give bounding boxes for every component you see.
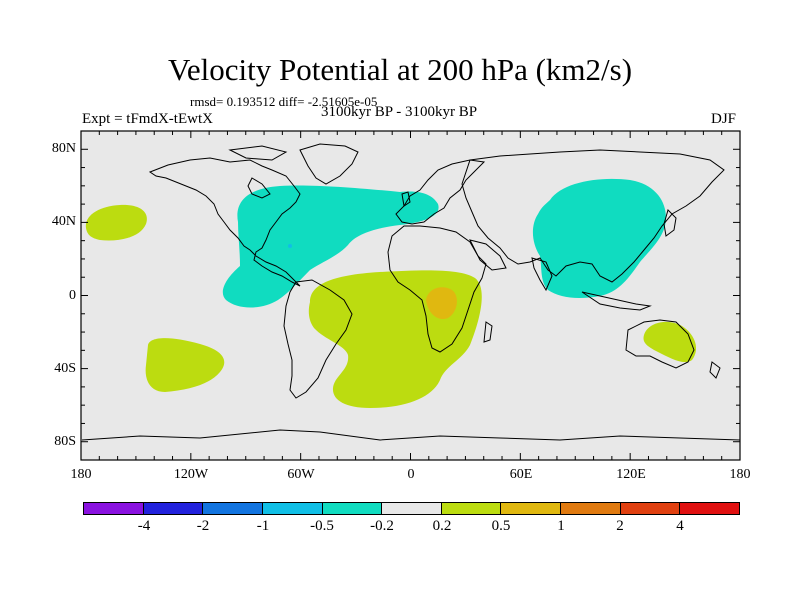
region-asia-negative [532,178,666,298]
colorbar-label-2: -1 [256,518,270,534]
colorbar-box-8 [560,502,621,515]
x-label-180-left: 180 [70,467,92,482]
region-small-negative-dot [288,244,292,248]
coastline-madagascar [483,321,493,343]
colorbar-label-8: 2 [616,518,624,534]
colorbar-box-10 [679,502,741,515]
y-label-80n: 80N [51,141,76,156]
y-label-40n: 40N [51,214,76,229]
coastline-hudson-bay [247,177,271,199]
coastline-india [531,257,553,292]
y-label-40s: 40S [54,361,76,376]
colorbar-label-4: -0.2 [370,518,394,534]
coastline-japan [663,209,677,237]
coastline-australia [625,319,695,369]
coastline-europe [395,159,486,225]
colorbar-label-1: -2 [196,518,210,534]
x-label-120e: 120E [616,467,646,482]
coastline-indonesia [581,291,652,311]
colorbar-box-5 [381,502,442,515]
colorbar-box-1 [142,502,204,515]
colorbar-label-3: -0.5 [310,518,334,534]
colorbar-box-3 [261,502,323,515]
coastline-uk [401,191,411,207]
coastline-north-america [148,157,301,287]
negative-anomaly-regions [222,178,666,308]
x-label-60w: 60W [287,467,315,482]
colorbar-label-9: 4 [676,518,684,534]
axis-ticks [80,130,741,461]
stats-label: rmsd= 0.193512 diff= -2.51605e-05 [190,94,378,109]
season-label: DJF [711,111,737,127]
coastline-arctic-islands [228,145,288,161]
coastline-asia [461,149,725,283]
colorbar-box-7 [500,502,562,515]
colorbar [83,502,741,515]
x-label-0: 0 [407,467,415,482]
colorbar-label-5: 0.2 [432,518,452,534]
coastline-south-america [283,279,353,399]
colorbar-box-2 [202,502,263,515]
coastlines [81,143,741,441]
coastline-africa [387,225,487,353]
colorbar-box-6 [440,502,502,515]
y-label-80s: 80S [54,434,76,449]
period-label: 3100kyr BP - 3100kyr BP [321,104,478,120]
region-central-africa-strong-positive [426,287,457,320]
coastline-new-zealand [709,361,721,379]
coastline-greenland [299,143,359,185]
y-label-0: 0 [69,288,76,303]
colorbar-box-0 [83,502,144,515]
region-south-pacific-positive [145,338,225,392]
experiment-label: Expt = tFmdX-tEwtX [82,111,213,127]
x-label-180-right: 180 [729,467,751,482]
colorbar-box-4 [321,502,383,515]
colorbar-label-6: 0.5 [491,518,511,534]
coastline-arabia [469,239,507,271]
colorbar-label-7: 1 [557,518,565,534]
region-australia-positive [643,321,697,363]
colorbar-label-0: -4 [137,518,151,534]
map-title: Velocity Potential at 200 hPa (km2/s) [167,52,633,87]
coastline-antarctica [81,429,741,441]
x-label-60e: 60E [509,467,533,482]
colorbar-box-9 [619,502,681,515]
x-label-120w: 120W [173,467,209,482]
region-north-atlantic-negative [222,185,439,308]
region-north-pacific-positive [85,204,147,241]
